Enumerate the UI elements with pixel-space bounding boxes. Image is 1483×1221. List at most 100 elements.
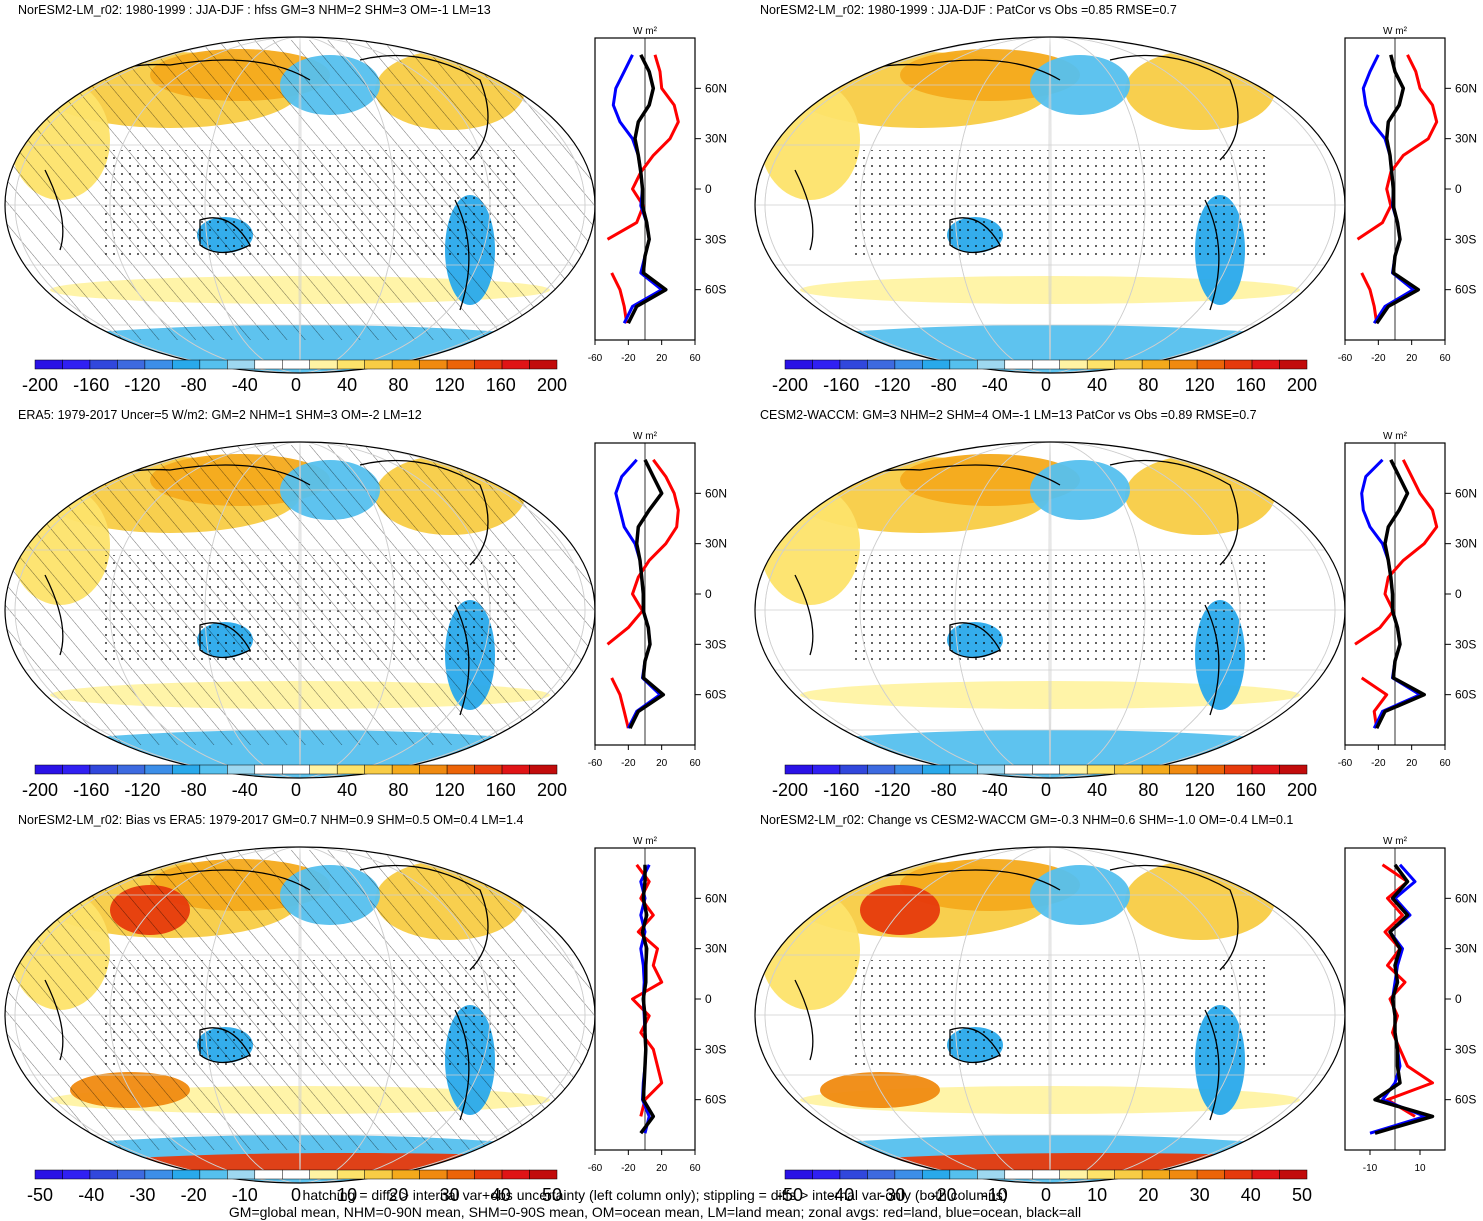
zonal-unit-label: W m² [633, 431, 658, 442]
lat-tick-label: 0 [705, 992, 712, 1006]
coastlines [39, 864, 489, 1121]
map-field [5, 847, 595, 1183]
colorbar-label: 0 [1041, 780, 1051, 800]
x-tick-label: 60 [1439, 353, 1451, 364]
colorbar-label: -80 [181, 780, 207, 800]
colorbar-label: -120 [874, 375, 910, 395]
colorbar-swatch [144, 359, 173, 370]
x-tick-label: 20 [656, 353, 668, 364]
colorbar-swatch [254, 1169, 283, 1180]
colorbar-swatch [199, 1169, 228, 1180]
colorbar-swatch [364, 764, 393, 775]
colorbar-swatch [89, 764, 118, 775]
colorbar-swatch [922, 1169, 951, 1180]
colorbar-swatch [1224, 359, 1253, 370]
series-line-all [1373, 863, 1435, 1135]
lat-tick-label: 60S [705, 283, 726, 297]
colorbar-swatch [254, 359, 283, 370]
colorbar-label: 0 [291, 780, 301, 800]
zonal-unit-label: W m² [1383, 431, 1408, 442]
lat-tick-label: 60N [1455, 81, 1477, 95]
colorbar-swatch [1086, 1169, 1115, 1180]
colorbar-swatch [1032, 764, 1060, 775]
lat-tick-label: 0 [705, 587, 712, 601]
x-tick-label: -60 [588, 758, 603, 769]
x-tick-label: -20 [1371, 353, 1386, 364]
lat-tick-label: 60S [705, 688, 726, 702]
colorbar-swatch [977, 359, 1006, 370]
colorbar-swatch [529, 764, 558, 775]
colorbar-label: -160 [823, 780, 859, 800]
panel-1: NorESM2-LM_r02: 1980-1999 : JJA-DJF : Pa… [750, 0, 1483, 405]
colorbar-label: -40 [78, 1185, 104, 1205]
colorbar-swatch [784, 764, 813, 775]
colorbar-swatch [446, 359, 475, 370]
lat-tick-label: 0 [1455, 587, 1462, 601]
colorbar-swatch [282, 1169, 310, 1180]
colorbar-swatch [62, 359, 91, 370]
colorbar-swatch [1224, 764, 1253, 775]
colorbar-swatch [894, 764, 923, 775]
x-tick-label: 60 [1439, 758, 1451, 769]
colorbar-label: 160 [1236, 780, 1266, 800]
colorbar-label: -30 [879, 1185, 905, 1205]
colorbar-swatch [172, 764, 201, 775]
colorbar: -200 -160 -120 -80 -40 0 40 80 120 160 200 [22, 764, 567, 800]
colorbar-label: 200 [1287, 780, 1317, 800]
coastlines [789, 459, 1239, 716]
colorbar: -50 -40 -30 -20 -10 0 10 20 30 40 50 [777, 1169, 1312, 1205]
colorbar-swatch [1141, 1169, 1170, 1180]
colorbar-label: -80 [931, 780, 957, 800]
lat-tick-label: 30S [1455, 232, 1476, 246]
colorbar-label: -160 [73, 375, 109, 395]
zonal-unit-label: W m² [633, 26, 658, 37]
field-blob-southern-ocean [800, 276, 1300, 304]
colorbar-label: -160 [823, 375, 859, 395]
colorbar-swatch [839, 359, 868, 370]
lat-tick-label: 30S [1455, 1042, 1476, 1056]
colorbar-swatch [1004, 359, 1033, 370]
zonal-mean-plot: W m² 60N 30N 0 30S 60S -60 -20 20 60 [1338, 26, 1477, 364]
colorbar-swatch [894, 359, 923, 370]
series-line-all [1375, 54, 1421, 325]
x-tick-label: -60 [588, 1163, 603, 1174]
colorbar-label: 200 [537, 780, 567, 800]
panel-title: ERA5: 1979-2017 Uncer=5 W/m2: GM=2 NHM=1… [18, 408, 422, 422]
colorbar-label: 80 [388, 375, 408, 395]
colorbar-swatch [199, 359, 228, 370]
lat-tick-label: 60S [1455, 283, 1476, 297]
colorbar-swatch [922, 359, 951, 370]
colorbar-swatch [894, 1169, 923, 1180]
panel-title: NorESM2-LM_r02: Bias vs ERA5: 1979-2017 … [18, 813, 524, 827]
colorbar-swatch [419, 764, 448, 775]
x-tick-label: -60 [1338, 353, 1353, 364]
zonal-unit-label: W m² [633, 836, 658, 847]
x-tick-label: 20 [1406, 758, 1418, 769]
colorbar-label: -10 [232, 1185, 258, 1205]
coastlines [789, 54, 1239, 311]
lat-tick-label: 30N [705, 942, 727, 956]
series-line-land [1381, 863, 1434, 1118]
colorbar-swatch [446, 1169, 475, 1180]
x-tick-label: -20 [1371, 758, 1386, 769]
colorbar-label: -40 [982, 375, 1008, 395]
colorbar-label: 20 [388, 1185, 408, 1205]
x-tick-label: 20 [1406, 353, 1418, 364]
colorbar-swatch [867, 1169, 896, 1180]
colorbar-swatch [227, 764, 256, 775]
panel-2: ERA5: 1979-2017 Uncer=5 W/m2: GM=2 NHM=1… [0, 405, 733, 810]
x-tick-label: -60 [1338, 758, 1353, 769]
colorbar-swatch [309, 1169, 338, 1180]
colorbar-swatch [1114, 1169, 1143, 1180]
colorbar-label: -120 [124, 780, 160, 800]
panel-title: CESM2-WACCM: GM=3 NHM=2 SHM=4 OM=-1 LM=1… [760, 408, 1257, 422]
field-blob-bias-asia [860, 885, 940, 935]
x-tick-label: 60 [689, 353, 701, 364]
zonal-unit-label: W m² [1383, 26, 1408, 37]
field-blob-africa [760, 80, 860, 200]
colorbar-swatch [1086, 359, 1115, 370]
colorbar-swatch [1059, 359, 1088, 370]
colorbar-swatch [446, 764, 475, 775]
